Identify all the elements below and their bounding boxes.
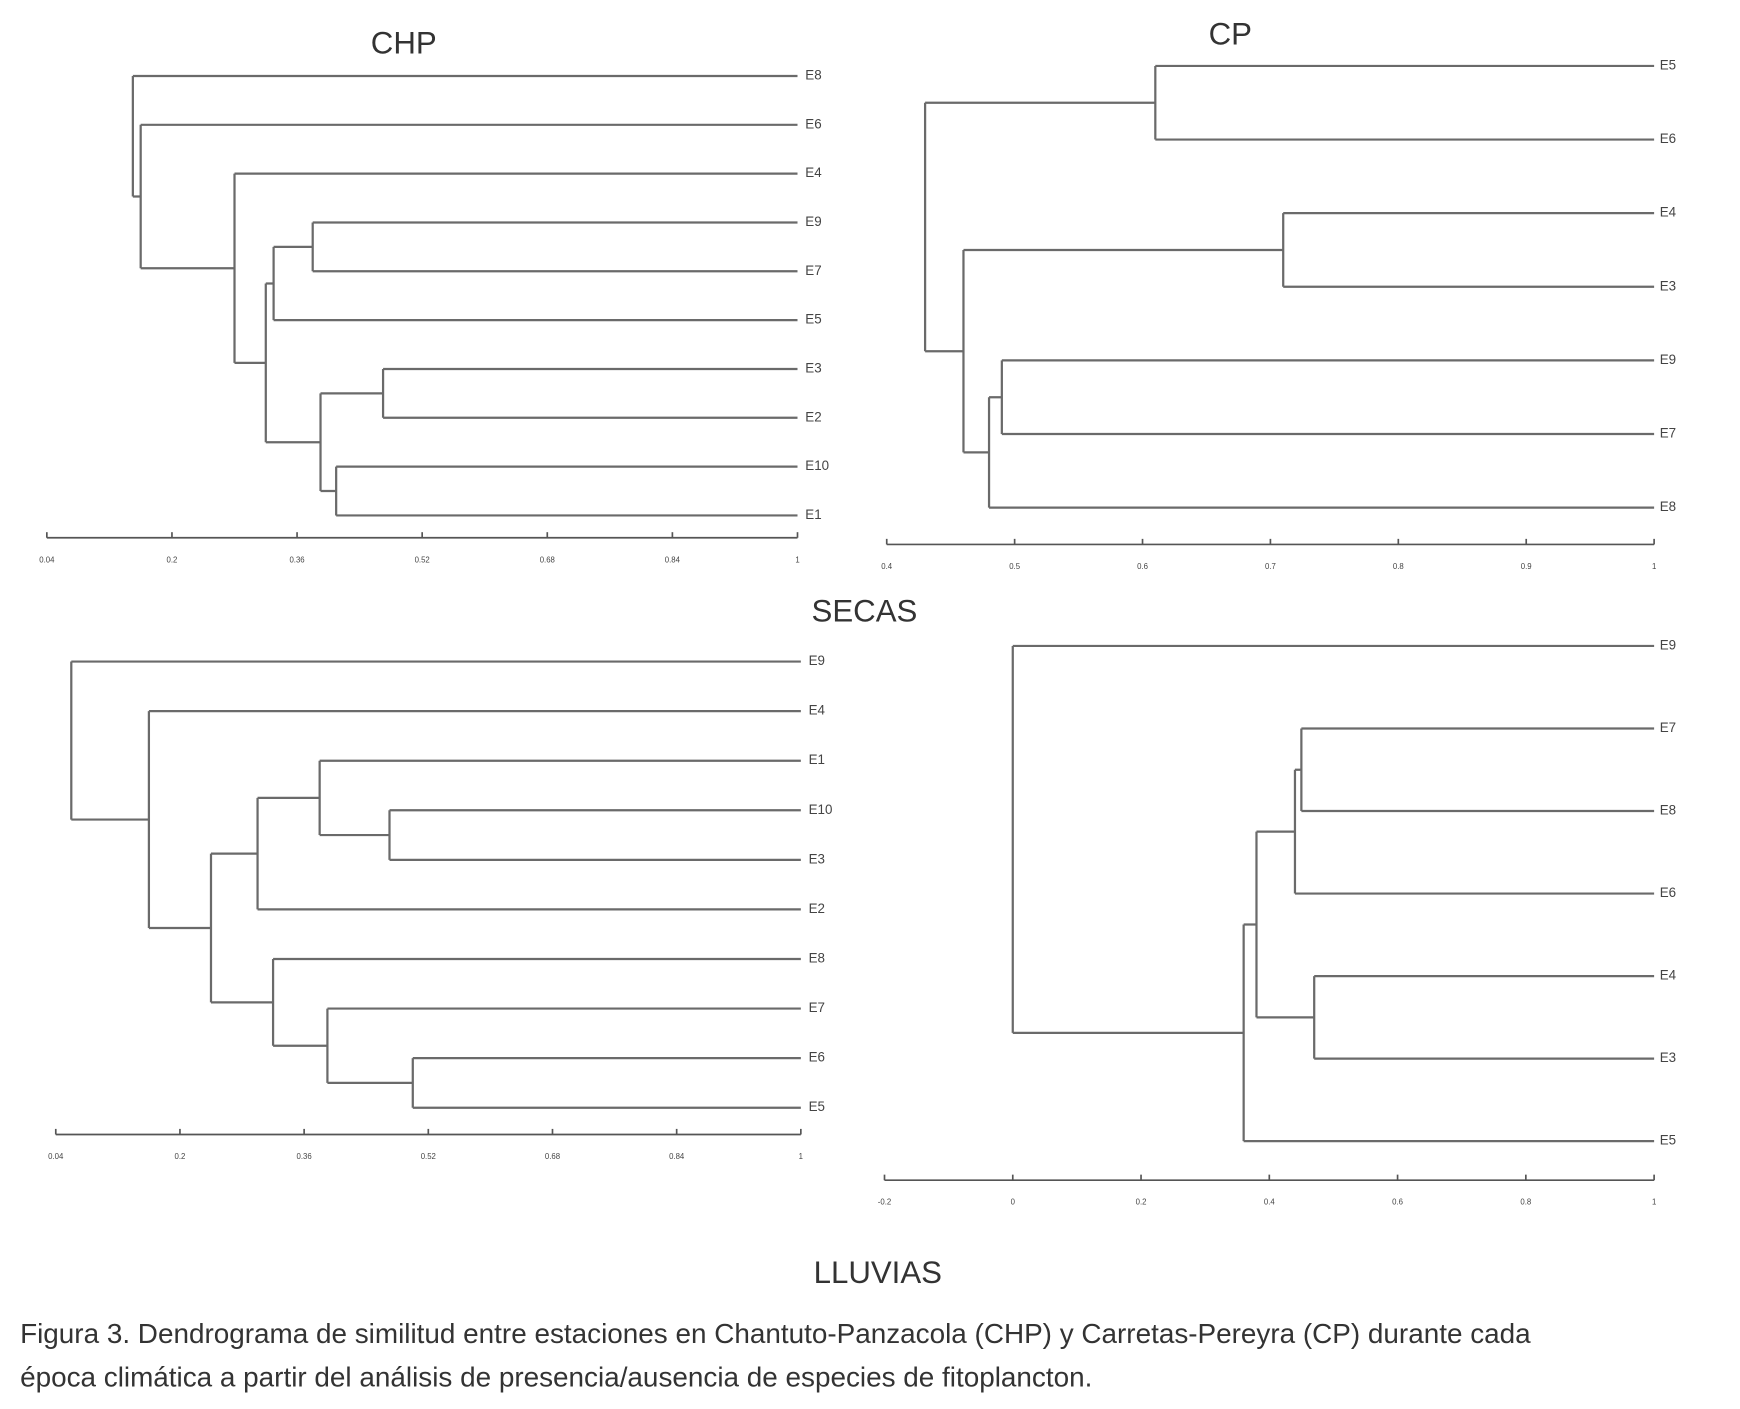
x-tick-label: 0.04: [39, 555, 55, 564]
x-tick-label: 0.52: [421, 1152, 436, 1161]
dendrogram-link: [271, 957, 801, 1047]
dendrogram-link: [1011, 644, 1655, 1034]
leaf-label: E2: [805, 409, 821, 424]
leaf-label: E7: [809, 1000, 825, 1015]
chart-title: CP: [1209, 17, 1252, 52]
season-label: LLUVIAS: [814, 1255, 942, 1290]
dendrogram-link: [264, 282, 321, 444]
dendrogram-link: [131, 74, 798, 198]
dendrogram-link: [1000, 359, 1655, 436]
x-tick-label: 1: [795, 555, 799, 564]
dendrogram-link: [319, 392, 384, 493]
leaf-label: E4: [1660, 968, 1677, 983]
x-tick-label: 1: [1652, 1198, 1656, 1207]
leaf-label: E6: [1660, 885, 1676, 900]
leaf-label: E5: [1660, 1133, 1676, 1148]
season-label: SECAS: [812, 593, 918, 628]
x-tick-label: 0.84: [665, 555, 681, 564]
dendrogram-link: [256, 796, 801, 911]
leaf-label: E7: [805, 263, 821, 278]
leaf-label: E1: [809, 752, 825, 767]
leaf-label: E5: [809, 1099, 825, 1114]
leaf-label: E6: [805, 116, 821, 131]
leaf-label: E5: [805, 312, 821, 327]
caption-line: época climática a partir del análisis de…: [20, 1362, 1092, 1393]
leaf-label: E2: [809, 901, 825, 916]
dendrogram-link: [1154, 64, 1655, 141]
x-tick-label: 0.8: [1393, 562, 1404, 571]
leaf-label: E6: [809, 1050, 825, 1065]
x-tick-label: 1: [1652, 562, 1656, 571]
dendrogram-link: [381, 367, 798, 419]
leaf-label: E4: [809, 703, 826, 718]
dendrogram-link: [233, 172, 798, 364]
dendrogram-link: [70, 660, 801, 821]
x-tick-label: 0.5: [1009, 562, 1021, 571]
dendrogram-link: [318, 759, 801, 837]
leaf-label: E3: [805, 360, 821, 375]
x-tick-label: 0.8: [1520, 1198, 1531, 1207]
dendrogram-link: [962, 248, 1284, 454]
leaf-label: E9: [805, 214, 821, 229]
leaf-label: E10: [809, 802, 833, 817]
x-tick-label: -0.2: [878, 1198, 891, 1207]
chart-title: CHP: [371, 26, 437, 61]
dendrogram-link: [388, 809, 801, 861]
caption-line: Figura 3. Dendrograma de similitud entre…: [20, 1318, 1531, 1349]
dendrogram-link: [1293, 768, 1655, 895]
dendrogram-link: [987, 396, 1655, 509]
leaf-label: E9: [1660, 637, 1676, 652]
dendrogram-link: [272, 245, 798, 322]
x-tick-label: 0.36: [297, 1152, 312, 1161]
leaf-label: E5: [1660, 57, 1676, 72]
dendrogram-link: [326, 1007, 801, 1085]
dendrogram-link: [209, 852, 274, 1004]
x-tick-label: 0.7: [1265, 562, 1276, 571]
leaf-label: E3: [809, 851, 825, 866]
x-tick-label: 0.2: [175, 1152, 186, 1161]
x-tick-label: 0.68: [540, 555, 555, 564]
dendrogram-link: [1313, 974, 1655, 1060]
x-tick-label: 0.6: [1392, 1198, 1403, 1207]
x-tick-label: 0.9: [1521, 562, 1532, 571]
x-tick-label: 0.4: [881, 562, 893, 571]
x-tick-label: 0.04: [48, 1152, 64, 1161]
x-tick-label: 0.6: [1137, 562, 1148, 571]
x-tick-label: 1: [799, 1152, 803, 1161]
x-tick-label: 0.4: [1264, 1198, 1276, 1207]
dendrogram-link: [139, 123, 798, 270]
dendrogram-link: [1255, 830, 1315, 1019]
x-tick-label: 0.36: [289, 555, 304, 564]
leaf-label: E8: [805, 68, 821, 83]
leaf-label: E3: [1660, 278, 1676, 293]
leaf-label: E4: [1660, 205, 1677, 220]
x-tick-label: 0.52: [415, 555, 430, 564]
leaf-label: E6: [1660, 131, 1676, 146]
dendrogram-link: [147, 710, 801, 930]
x-tick-label: 0.2: [167, 555, 178, 564]
leaf-label: E9: [1660, 352, 1676, 367]
dendrogram-link: [411, 1057, 801, 1109]
leaf-label: E10: [805, 458, 829, 473]
dendrogram-link: [335, 465, 798, 517]
dendrogram-link: [1300, 727, 1655, 813]
x-tick-label: 0.84: [669, 1152, 685, 1161]
leaf-label: E3: [1660, 1050, 1676, 1065]
leaf-label: E7: [1660, 426, 1676, 441]
leaf-label: E8: [809, 951, 825, 966]
leaf-label: E7: [1660, 720, 1676, 735]
dendrogram-link: [1282, 212, 1655, 288]
x-tick-label: 0.2: [1136, 1198, 1147, 1207]
dendrogram-link: [923, 101, 1156, 353]
leaf-label: E8: [1660, 803, 1676, 818]
leaf-label: E8: [1660, 499, 1676, 514]
dendrogram-link: [1242, 923, 1655, 1143]
leaf-label: E4: [805, 165, 822, 180]
dendrogram-link: [311, 221, 798, 273]
leaf-label: E9: [809, 653, 825, 668]
x-tick-label: 0: [1011, 1198, 1016, 1207]
x-tick-label: 0.68: [545, 1152, 560, 1161]
leaf-label: E1: [805, 507, 821, 522]
